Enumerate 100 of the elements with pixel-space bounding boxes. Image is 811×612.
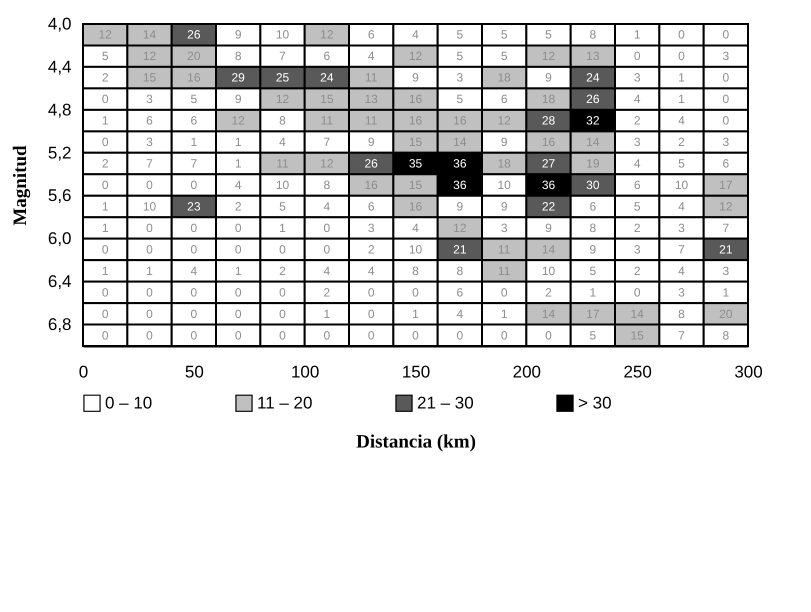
data-label: 4 — [456, 306, 464, 321]
data-label: 6 — [500, 92, 508, 106]
data-label: 8 — [234, 49, 242, 64]
data-label: 5 — [500, 49, 508, 64]
data-label: 0 — [146, 328, 154, 342]
data-label: 5 — [500, 28, 508, 42]
data-label: 1 — [279, 220, 286, 235]
data-label: 2 — [678, 135, 686, 150]
legend-label: 11 – 20 — [257, 393, 312, 412]
data-label: 10 — [276, 178, 290, 192]
data-label: 9 — [545, 70, 552, 85]
data-label: 7 — [678, 242, 686, 256]
data-label: 8 — [589, 220, 596, 235]
data-label: 1 — [678, 70, 686, 85]
data-label: 2 — [545, 285, 552, 300]
data-label: 0 — [190, 328, 198, 342]
data-label: 3 — [634, 242, 641, 256]
data-label: 0 — [146, 242, 154, 256]
data-label: 0 — [545, 328, 552, 342]
data-label: 4 — [634, 92, 641, 106]
data-label: 26 — [187, 28, 201, 42]
data-label: 10 — [276, 28, 290, 42]
data-label: 3 — [722, 264, 730, 278]
data-label: 6 — [634, 178, 641, 192]
data-label: 1 — [146, 264, 154, 278]
legend-label: > 30 — [578, 393, 612, 412]
data-label: 9 — [412, 70, 420, 85]
data-label: 9 — [234, 28, 242, 42]
data-label: 0 — [102, 285, 109, 300]
data-label: 4 — [368, 49, 375, 64]
data-label: 2 — [234, 199, 242, 214]
y-tick-label: 4,8 — [48, 100, 72, 120]
data-label: 0 — [412, 285, 420, 300]
y-tick-label: 4,0 — [48, 14, 72, 34]
data-label: 0 — [234, 306, 242, 321]
data-label: 27 — [542, 156, 556, 171]
data-label: 2 — [634, 114, 641, 128]
data-label: 9 — [368, 135, 375, 150]
data-label: 36 — [542, 178, 556, 192]
x-tick-label: 0 — [78, 362, 88, 382]
data-label: 6 — [190, 114, 198, 128]
data-label: 1 — [102, 114, 109, 128]
data-label: 1 — [412, 306, 420, 321]
data-label: 9 — [545, 220, 552, 235]
data-label: 0 — [368, 306, 375, 321]
data-label: 26 — [364, 156, 378, 171]
data-label: 21 — [453, 242, 467, 256]
data-label: 6 — [323, 49, 330, 64]
data-label: 0 — [722, 28, 730, 42]
data-label: 9 — [456, 199, 464, 214]
data-label: 1 — [634, 28, 641, 42]
data-label: 6 — [368, 199, 375, 214]
data-label: 4 — [678, 264, 686, 278]
data-label: 0 — [323, 242, 330, 256]
data-label: 10 — [542, 264, 556, 278]
data-label: 0 — [190, 306, 198, 321]
data-label: 7 — [279, 49, 286, 64]
data-label: 6 — [146, 114, 154, 128]
data-label: 1 — [500, 306, 508, 321]
data-label: 4 — [190, 264, 198, 278]
data-label: 9 — [500, 135, 508, 150]
data-label: 29 — [231, 70, 246, 85]
data-label: 4 — [678, 114, 686, 128]
data-label: 4 — [279, 135, 286, 150]
data-label: 3 — [500, 220, 508, 235]
data-label: 1 — [102, 199, 109, 214]
y-tick-label: 6,0 — [48, 229, 72, 248]
data-label: 0 — [190, 242, 198, 256]
data-label: 8 — [323, 178, 330, 192]
data-label: 9 — [500, 199, 508, 214]
data-label: 1 — [323, 306, 330, 321]
data-label: 1 — [589, 285, 596, 300]
data-label: 0 — [102, 242, 109, 256]
x-tick-label: 100 — [290, 362, 320, 382]
data-label: 4 — [323, 199, 330, 214]
data-label: 10 — [408, 242, 422, 256]
data-label: 10 — [497, 178, 512, 192]
data-label: 3 — [456, 70, 464, 85]
data-label: 0 — [722, 92, 730, 106]
data-label: 1 — [234, 264, 242, 278]
data-label: 32 — [586, 114, 600, 128]
data-label: 8 — [589, 28, 596, 42]
data-label: 3 — [634, 135, 641, 150]
data-label: 0 — [368, 328, 375, 342]
legend-label: 0 – 10 — [105, 393, 152, 412]
data-label: 0 — [234, 328, 242, 342]
data-label: 5 — [190, 92, 198, 106]
data-label: 0 — [634, 49, 641, 64]
data-label: 0 — [102, 328, 109, 342]
data-label: 4 — [678, 199, 686, 214]
data-label: 0 — [102, 178, 109, 192]
data-label: 1 — [102, 220, 109, 235]
data-label: 5 — [634, 199, 641, 214]
data-label: 3 — [368, 220, 375, 235]
data-label: 5 — [678, 156, 686, 171]
data-label: 10 — [674, 178, 688, 192]
data-label: 9 — [589, 242, 596, 256]
data-label: 5 — [456, 28, 464, 42]
data-label: 26 — [586, 92, 600, 106]
y-tick-label: 5,2 — [48, 143, 72, 162]
